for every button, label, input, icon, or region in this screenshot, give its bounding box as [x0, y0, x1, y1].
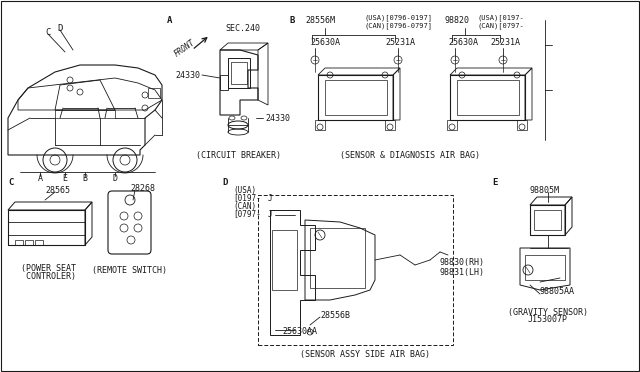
- Text: 28556M: 28556M: [305, 16, 335, 25]
- Text: B: B: [290, 16, 296, 25]
- Text: SEC.240: SEC.240: [225, 23, 260, 32]
- Text: (GRAVITY SENSOR): (GRAVITY SENSOR): [508, 308, 588, 317]
- Text: (USA)[0796-0197]: (USA)[0796-0197]: [365, 15, 433, 21]
- Text: 28268: 28268: [130, 183, 155, 192]
- Text: FRONT: FRONT: [172, 38, 196, 59]
- Bar: [8, 235, 85, 245]
- Bar: [148, 88, 160, 98]
- Bar: [231, 62, 247, 84]
- Text: 24330: 24330: [265, 113, 290, 122]
- Bar: [35, 240, 43, 245]
- Text: 98830(RH): 98830(RH): [440, 257, 485, 266]
- Text: [0197-: [0197-: [233, 193, 260, 202]
- Bar: [258, 195, 453, 345]
- Bar: [220, 75, 228, 90]
- Bar: [450, 75, 525, 120]
- Bar: [318, 75, 393, 120]
- Text: (USA)[0197-: (USA)[0197-: [478, 15, 525, 21]
- Text: (POWER SEAT: (POWER SEAT: [20, 263, 76, 273]
- Text: 98820: 98820: [445, 16, 470, 25]
- Bar: [525, 255, 565, 280]
- Bar: [325, 80, 387, 115]
- Text: 98805M: 98805M: [530, 186, 560, 195]
- Text: (CIRCUIT BREAKER): (CIRCUIT BREAKER): [195, 151, 280, 160]
- Text: C: C: [8, 177, 13, 186]
- Text: [0797-: [0797-: [233, 209, 260, 218]
- Bar: [272, 230, 297, 290]
- Text: 25630A: 25630A: [448, 38, 478, 46]
- Text: (CAN)[0796-0797]: (CAN)[0796-0797]: [365, 23, 433, 29]
- Bar: [534, 210, 561, 230]
- Text: (CAN): (CAN): [233, 202, 256, 211]
- Bar: [310, 228, 365, 288]
- Text: D: D: [58, 23, 63, 32]
- Text: 98805AA: 98805AA: [540, 288, 575, 296]
- Text: A: A: [167, 16, 172, 25]
- Text: 25231A: 25231A: [385, 38, 415, 46]
- Text: E: E: [63, 173, 67, 183]
- Text: 28565: 28565: [45, 186, 70, 195]
- Text: J: J: [268, 209, 273, 218]
- Text: (SENSOR ASSY SIDE AIR BAG): (SENSOR ASSY SIDE AIR BAG): [300, 350, 430, 359]
- Bar: [15, 240, 23, 245]
- Text: C: C: [45, 28, 51, 36]
- Text: (REMOTE SWITCH): (REMOTE SWITCH): [93, 266, 168, 275]
- Text: 28556B: 28556B: [320, 311, 350, 320]
- Text: CONTROLER): CONTROLER): [20, 272, 76, 280]
- Text: (USA): (USA): [233, 186, 256, 195]
- Text: A: A: [38, 173, 42, 183]
- Text: E: E: [492, 177, 497, 186]
- Text: (CAN)[0797-: (CAN)[0797-: [478, 23, 525, 29]
- Text: J153007P: J153007P: [528, 315, 568, 324]
- Text: D: D: [222, 177, 227, 186]
- Bar: [457, 80, 519, 115]
- Text: 25630AA: 25630AA: [282, 327, 317, 337]
- Text: 98831(LH): 98831(LH): [440, 267, 485, 276]
- Text: D: D: [113, 173, 118, 183]
- Text: 24330: 24330: [175, 71, 200, 80]
- Text: B: B: [83, 173, 88, 183]
- Text: J: J: [268, 193, 273, 202]
- Text: (SENSOR & DIAGNOSIS AIR BAG): (SENSOR & DIAGNOSIS AIR BAG): [340, 151, 480, 160]
- Bar: [228, 58, 250, 88]
- Bar: [25, 240, 33, 245]
- Text: 25630A: 25630A: [310, 38, 340, 46]
- Text: 25231A: 25231A: [490, 38, 520, 46]
